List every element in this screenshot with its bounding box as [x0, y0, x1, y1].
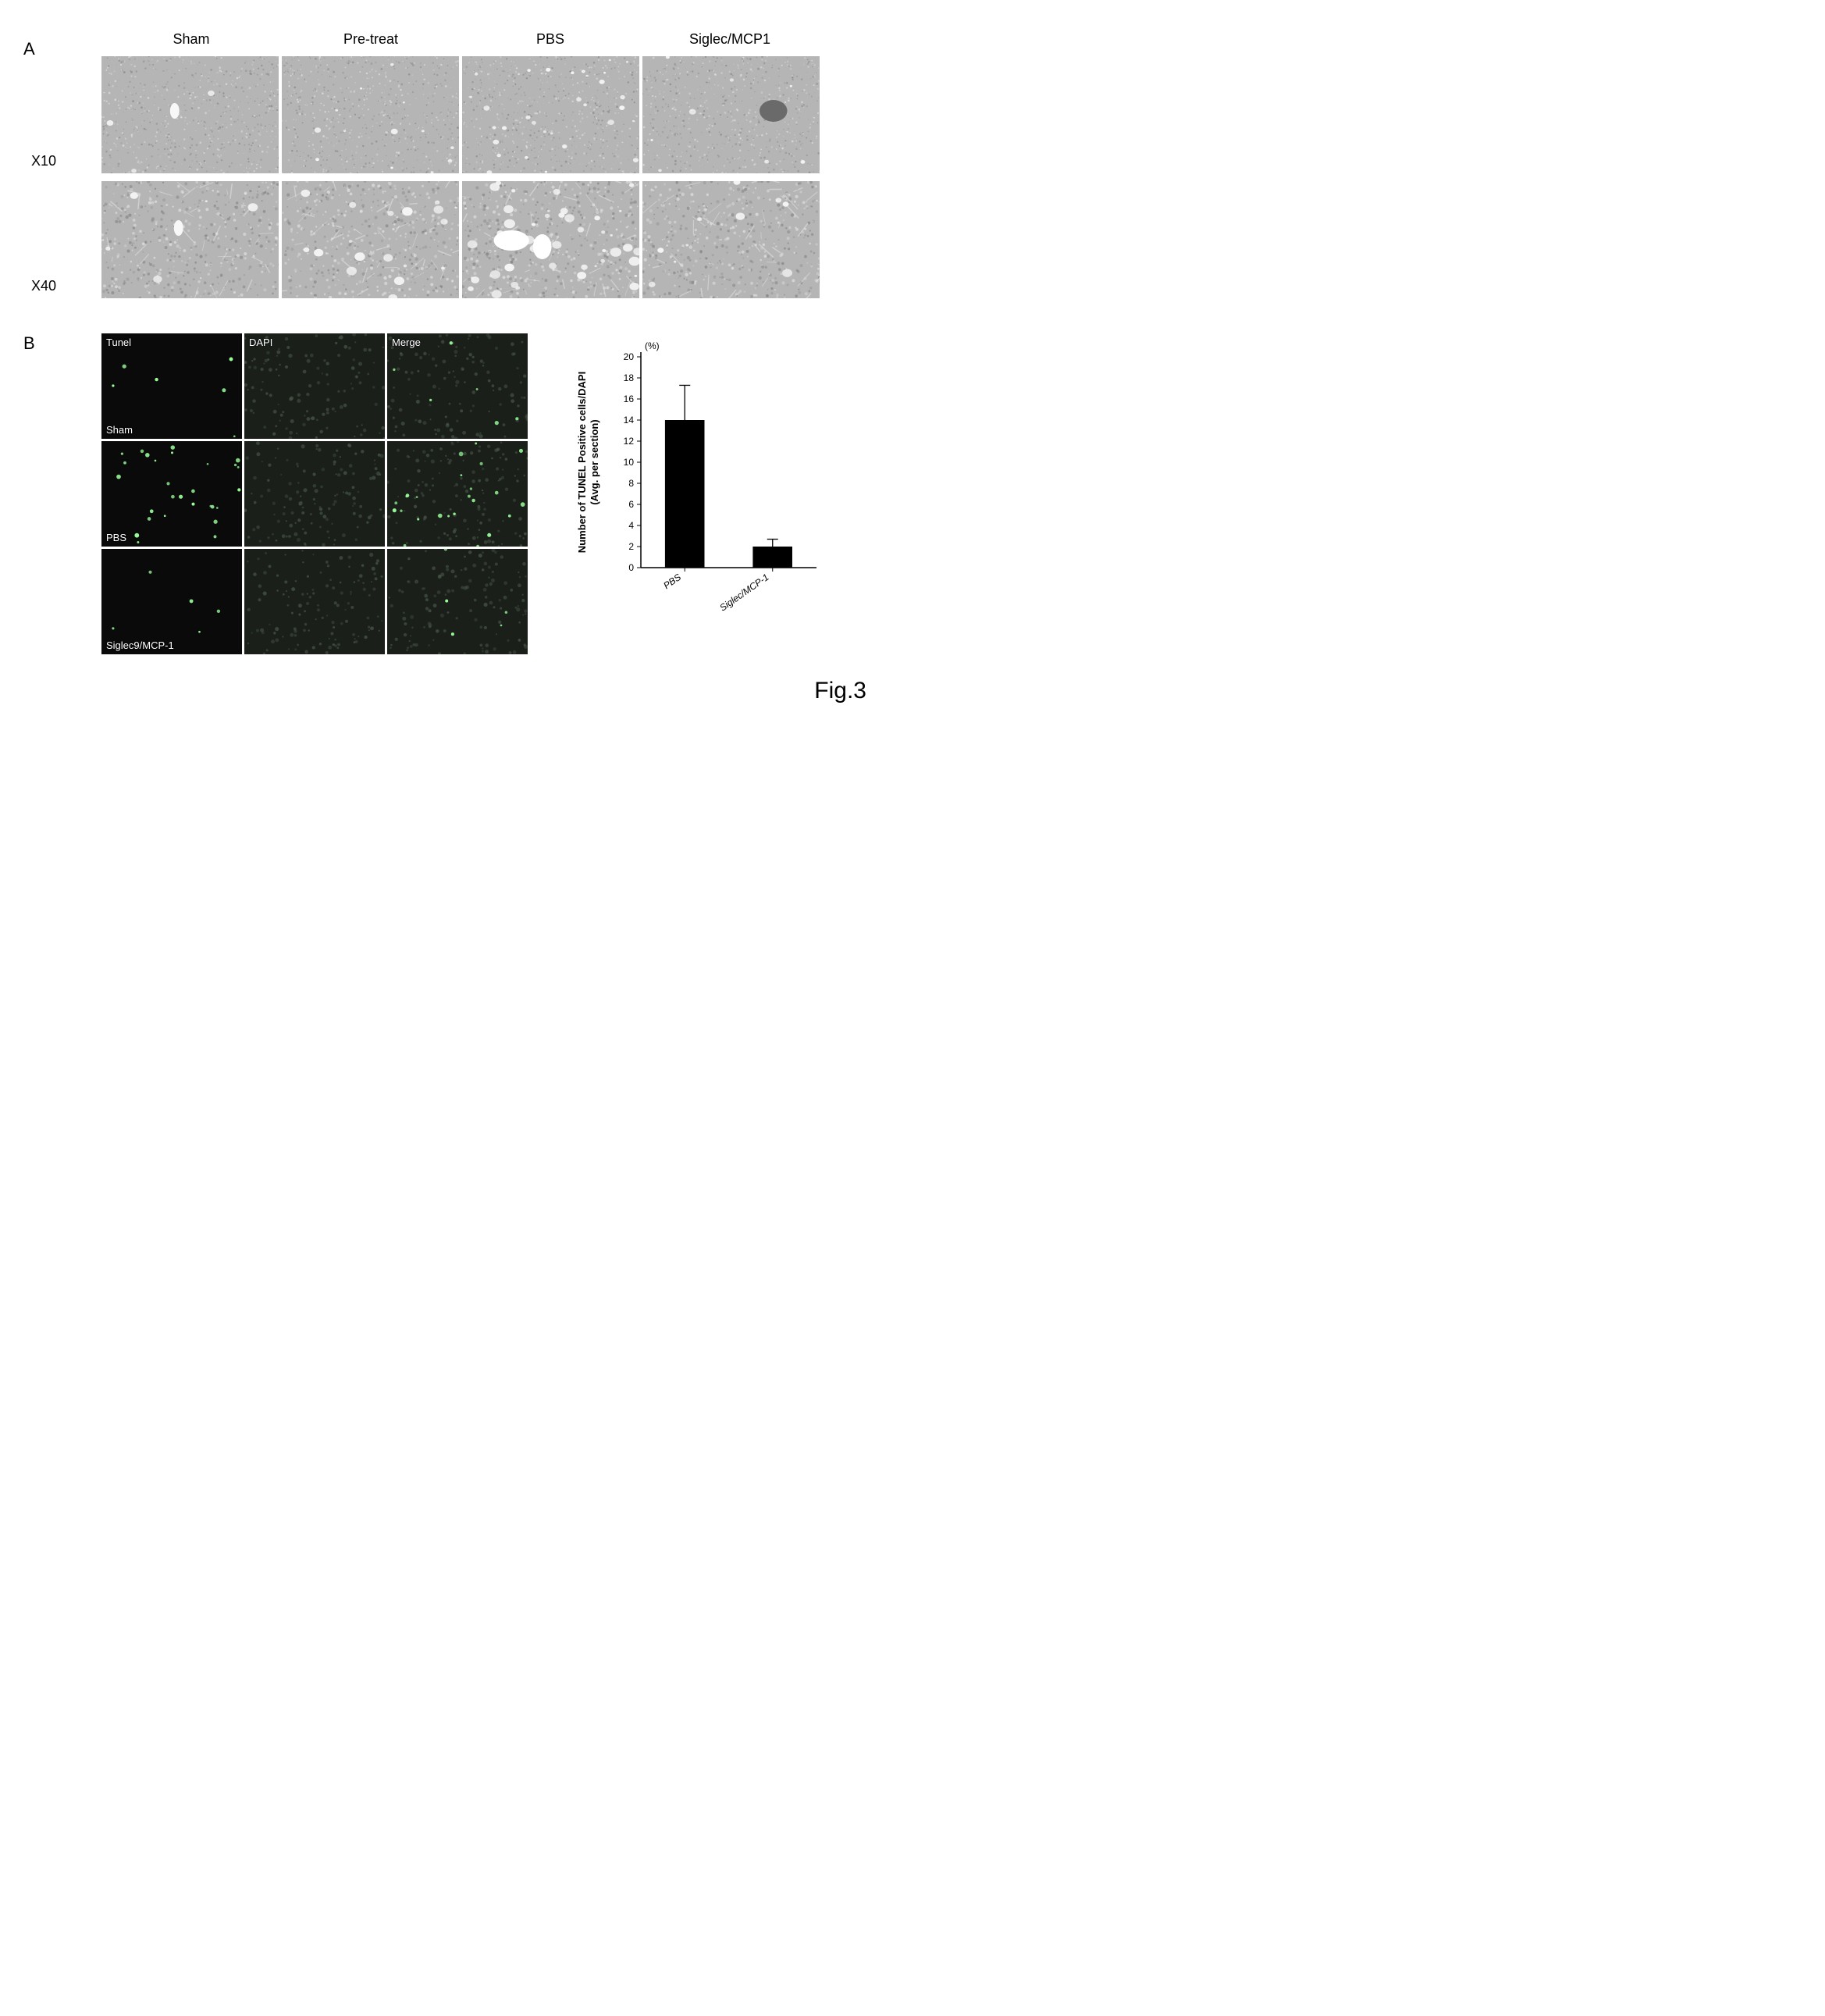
fluoro-image: DAPI	[244, 333, 385, 439]
img-row	[101, 56, 820, 173]
histology-image	[462, 56, 639, 173]
col-header: Siglec/MCP1	[640, 31, 820, 52]
panel-a-rows: X10X40	[31, 52, 890, 302]
figure-caption: Fig.3	[31, 678, 890, 704]
chart-svg: (%)02468101214161820PBSSiglec/MCP-1Numbe…	[567, 333, 832, 654]
fluoro-image: PBS	[101, 441, 242, 547]
panel-b-label: B	[23, 333, 35, 354]
panel-b: B TunelShamDAPIMergePBSSiglec9/MCP-1 (%)…	[31, 333, 890, 654]
fluoro-col-label: Tunel	[106, 337, 131, 348]
histology-image	[101, 56, 279, 173]
row-label: X40	[31, 177, 101, 302]
col-header: Pre-treat	[281, 31, 461, 52]
fluoro-image: Tunel Sham	[101, 333, 242, 439]
col-header: PBS	[461, 31, 640, 52]
panel-a-row: X10	[31, 52, 890, 177]
fluoro-image	[387, 549, 528, 654]
fluoro-col-label: DAPI	[249, 337, 272, 348]
fluoro-image	[244, 549, 385, 654]
panel-a: A Sham Pre-treat PBS Siglec/MCP1 X10X40	[31, 31, 890, 302]
fluoro-row-label: PBS	[106, 532, 126, 543]
tunel-bar-chart: (%)02468101214161820PBSSiglec/MCP-1Numbe…	[567, 333, 832, 654]
histology-image	[101, 181, 279, 298]
fluoro-image: Merge	[387, 333, 528, 439]
panel-a-col-headers: Sham Pre-treat PBS Siglec/MCP1	[101, 31, 820, 52]
fluoro-image: Siglec9/MCP-1	[101, 549, 242, 654]
fluoro-grid: Tunel Sham DAPI Merge PBS Siglec9/MCP-1	[101, 333, 528, 654]
fluoro-row-label: Sham	[106, 424, 133, 436]
fluoro-row-label: Siglec9/MCP-1	[106, 639, 174, 651]
col-header: Sham	[101, 31, 281, 52]
figure-container: A Sham Pre-treat PBS Siglec/MCP1 X10X40 …	[31, 31, 890, 704]
histology-image	[642, 181, 820, 298]
panel-a-row: X40	[31, 177, 890, 302]
row-label: X10	[31, 52, 101, 177]
img-row	[101, 181, 820, 298]
fluoro-image	[244, 441, 385, 547]
fluoro-col-label: Merge	[392, 337, 421, 348]
chart-x-label: PBS	[661, 572, 683, 591]
histology-image	[282, 56, 459, 173]
panel-a-label: A	[23, 39, 35, 59]
chart-x-label: Siglec/MCP-1	[717, 572, 770, 614]
histology-image	[642, 56, 820, 173]
fluoro-image	[387, 441, 528, 547]
histology-image	[462, 181, 639, 298]
histology-image	[282, 181, 459, 298]
